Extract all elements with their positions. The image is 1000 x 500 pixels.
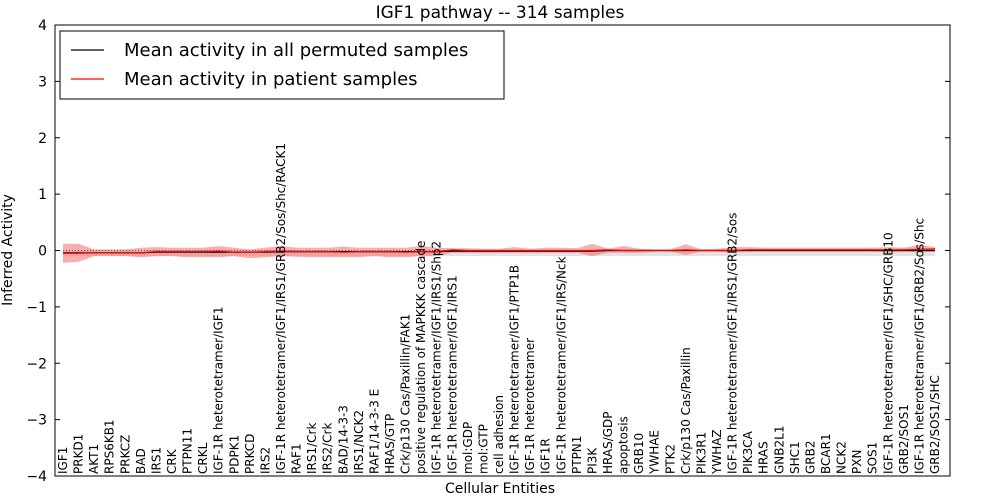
- x-tick-label: GRB10: [632, 433, 646, 474]
- x-tick-label: PTPN1: [570, 436, 584, 474]
- x-tick-label: PTPN11: [181, 428, 195, 474]
- y-tick-label: 3: [38, 74, 47, 90]
- x-tick-label: PI3K: [585, 447, 599, 474]
- x-tick-label: IRS2: [258, 447, 272, 474]
- x-tick-label: IGF-1R heterotetramer/IGF1/IRS/Nck: [554, 256, 568, 474]
- series-line-patient: [63, 248, 936, 254]
- y-axis-label: Inferred Activity: [0, 194, 16, 306]
- x-tick-label: IGF-1R heterotetramer/IGF1/PTP1B: [508, 265, 522, 474]
- x-tick-label: PRKCD: [243, 434, 257, 474]
- y-tick-label: −1: [26, 300, 47, 316]
- plot-frame: [54, 24, 951, 477]
- x-tick-label: YWHAE: [648, 430, 662, 475]
- x-tick-label: HRAS/GTP: [383, 414, 397, 474]
- x-tick-label: positive regulation of MAPKKK cascade: [414, 241, 428, 474]
- x-tick-label: YWHAZ: [710, 429, 724, 475]
- x-tick-label: PTK2: [663, 444, 677, 474]
- x-tick-label: IGF-1R heterotetramer/IGF1/IRS1/Shp2: [430, 241, 444, 474]
- x-tick-label: RAF1: [290, 443, 304, 474]
- x-tick-label: CRKL: [196, 442, 210, 474]
- x-tick-label: GRB2/SOS1/SHC: [928, 375, 942, 474]
- x-tick-label: IGF-1R heterotetramer/IGF1/IRS1/GRB2/Sos: [726, 213, 740, 474]
- y-tick-label: 2: [38, 131, 47, 147]
- x-tick-label: IGF1R: [539, 438, 553, 474]
- x-tick-label: NCK2: [835, 441, 849, 474]
- y-tick-label: −4: [26, 469, 47, 485]
- x-tick-label: PIK3CA: [741, 430, 755, 474]
- x-tick-label: PRKD1: [72, 434, 86, 474]
- x-tick-label: IGF-1R heterotetramer/IGF1/SHC/GRB10: [881, 232, 895, 474]
- band-patient: [63, 243, 935, 263]
- x-tick-label: GRB2/SOS1: [897, 404, 911, 474]
- chart-title: IGF1 pathway -- 314 samples: [376, 3, 625, 23]
- x-tick-label: IGF-1R heterotetramer/IGF1: [212, 307, 226, 474]
- x-tick-label: cell adhesion: [492, 395, 506, 474]
- x-tick-label: IGF-1R heterotetramer: [523, 338, 537, 474]
- x-tick-label: apoptosis: [617, 416, 631, 474]
- x-tick-label: IRS1/Crk: [305, 423, 319, 474]
- x-tick-label: Crk/p130 Cas/Paxillin/FAK1: [399, 314, 413, 474]
- x-tick-label: Crk/p130 Cas/Paxillin: [679, 347, 693, 474]
- x-tick-label: SHC1: [788, 441, 802, 474]
- x-tick-label: RAF1/14-3-3 E: [367, 389, 381, 474]
- x-tick-label: PDPK1: [227, 435, 241, 474]
- x-tick-label: IRS1: [149, 447, 163, 474]
- x-tick-label: mol:GTP: [476, 424, 490, 474]
- x-tick-label: BAD: [134, 448, 148, 474]
- y-tick-label: 4: [38, 18, 47, 34]
- x-tick-label: BCAR1: [819, 433, 833, 474]
- x-tick-label: IGF-1R heterotetramer/IGF1/GRB2/Sos/Shc: [912, 218, 926, 474]
- y-tick-label: −2: [26, 356, 47, 372]
- x-tick-label: IGF1: [56, 447, 70, 474]
- x-tick-label: PRKCZ: [118, 435, 132, 474]
- x-tick-label: IRS1/NCK2: [352, 410, 366, 474]
- x-tick-label: RPS6KB1: [103, 419, 117, 474]
- x-axis-label: Cellular Entities: [445, 481, 555, 497]
- x-tick-label: PIK3R1: [694, 432, 708, 474]
- legend-label-permuted: Mean activity in all permuted samples: [124, 40, 468, 61]
- legend: Mean activity in all permuted samples Me…: [59, 30, 505, 100]
- x-tick-label: mol:GDP: [461, 422, 475, 474]
- x-tick-label: IRS2/Crk: [321, 423, 335, 474]
- x-tick-label: GNB2L1: [772, 426, 786, 474]
- x-tick-label: PXN: [850, 450, 864, 474]
- x-tick-label: HRAS: [757, 441, 771, 474]
- x-tick-label: SOS1: [866, 442, 880, 474]
- x-tick-label: IGF-1R heterotetramer/IGF1/IRS1: [445, 275, 459, 474]
- x-tick-label: BAD/14-3-3: [336, 405, 350, 474]
- y-tick-label: −3: [26, 413, 47, 429]
- x-tick-label: IGF-1R heterotetramer/IGF1/IRS1/GRB2/Sos…: [274, 143, 288, 474]
- y-tick-label: 1: [38, 187, 47, 203]
- y-tick-label: 0: [38, 244, 47, 260]
- x-tick-label: AKT1: [87, 444, 101, 474]
- legend-box: [59, 30, 505, 100]
- x-tick-label: CRK: [165, 448, 179, 474]
- x-tick-label: HRAS/GDP: [601, 411, 615, 474]
- x-tick-label: GRB2: [803, 440, 817, 474]
- legend-label-patient: Mean activity in patient samples: [124, 69, 418, 90]
